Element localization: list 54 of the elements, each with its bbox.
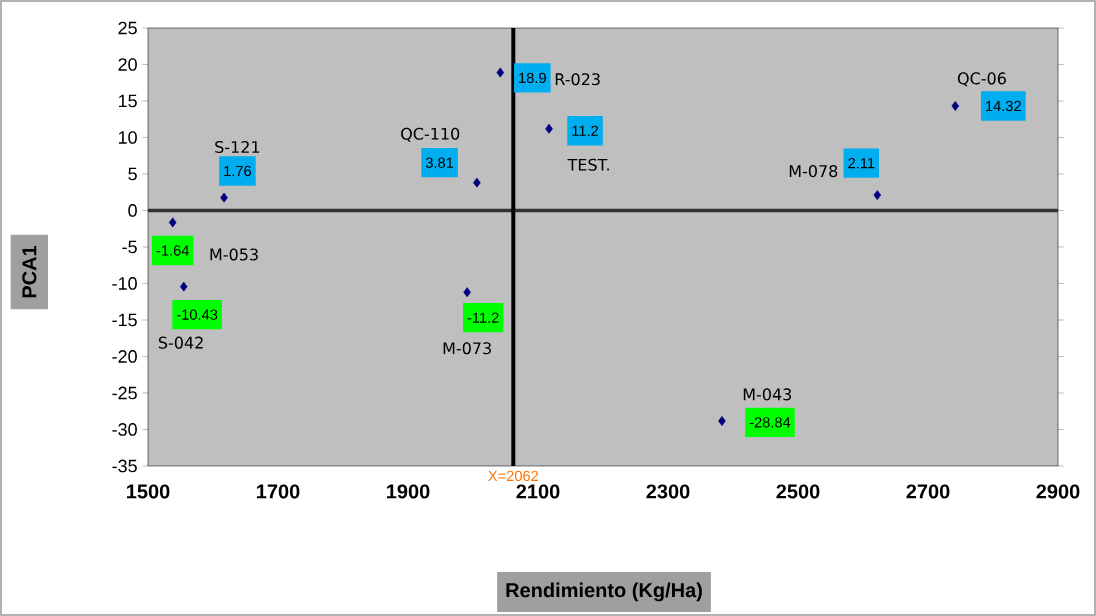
data-label: 14.32 (986, 100, 1021, 112)
annotation: TEST. (567, 158, 609, 171)
data-label: 11.2 (572, 125, 599, 136)
y-tick-label: 0 (128, 204, 137, 217)
y-tick-label: -10 (112, 277, 137, 290)
point (951, 101, 960, 111)
data-label: 3.81 (425, 157, 454, 168)
point (545, 123, 553, 134)
data-label: -28.84 (749, 417, 791, 428)
y-tick-label: -25 (112, 386, 137, 400)
y-tick-label: -15 (112, 313, 137, 327)
annotation: M-043 (743, 388, 792, 401)
y-tick-label: -30 (112, 423, 137, 436)
y-tick-label: 10 (118, 131, 137, 144)
ref-line-label: X=2062 (488, 470, 539, 482)
annotation: M-073 (443, 342, 491, 355)
x-tick-label: 1700 (257, 484, 300, 499)
x-tick-label: 1900 (387, 484, 430, 499)
point (220, 192, 228, 203)
y-tick-label: -35 (112, 459, 137, 473)
annotation: M-053 (210, 248, 258, 261)
y-axis-title: PCA1 (22, 245, 37, 298)
x-tick-label: 1500 (127, 484, 170, 499)
x-tick-label: 2300 (646, 484, 690, 499)
y-tick-label: 20 (118, 58, 137, 71)
point (873, 190, 882, 201)
annotation: M-078 (789, 165, 838, 178)
annotation: S-121 (215, 140, 260, 154)
data-label: 2.11 (848, 157, 875, 169)
y-tick-label: 25 (118, 21, 137, 35)
x-axis-title: Rendimiento (Kg/Ha) (506, 582, 702, 602)
y-tick-label: 5 (128, 167, 137, 181)
annotation: R-023 (555, 73, 600, 86)
x-tick-label: 2700 (906, 484, 950, 499)
point (179, 281, 188, 292)
data-label: 1.76 (224, 165, 252, 177)
x-tick-label: 2500 (776, 484, 820, 499)
x-tick-label: 2100 (516, 484, 560, 499)
y-tick-label: -20 (112, 350, 137, 363)
data-label: -11.2 (467, 312, 499, 323)
point (718, 416, 726, 426)
annotation: QC-110 (401, 127, 460, 142)
point (496, 67, 505, 78)
y-tick-label: -5 (122, 240, 137, 254)
annotation: S-042 (158, 336, 203, 349)
y-tick-label: 15 (118, 94, 137, 108)
point (168, 217, 177, 228)
annotation: QC-06 (957, 72, 1006, 87)
x-tick-label: 2900 (1036, 484, 1080, 499)
point (473, 177, 481, 188)
data-label: -1.64 (156, 245, 189, 256)
data-label: -10.43 (176, 309, 218, 320)
data-label: 18.9 (519, 72, 546, 84)
point (463, 287, 471, 298)
